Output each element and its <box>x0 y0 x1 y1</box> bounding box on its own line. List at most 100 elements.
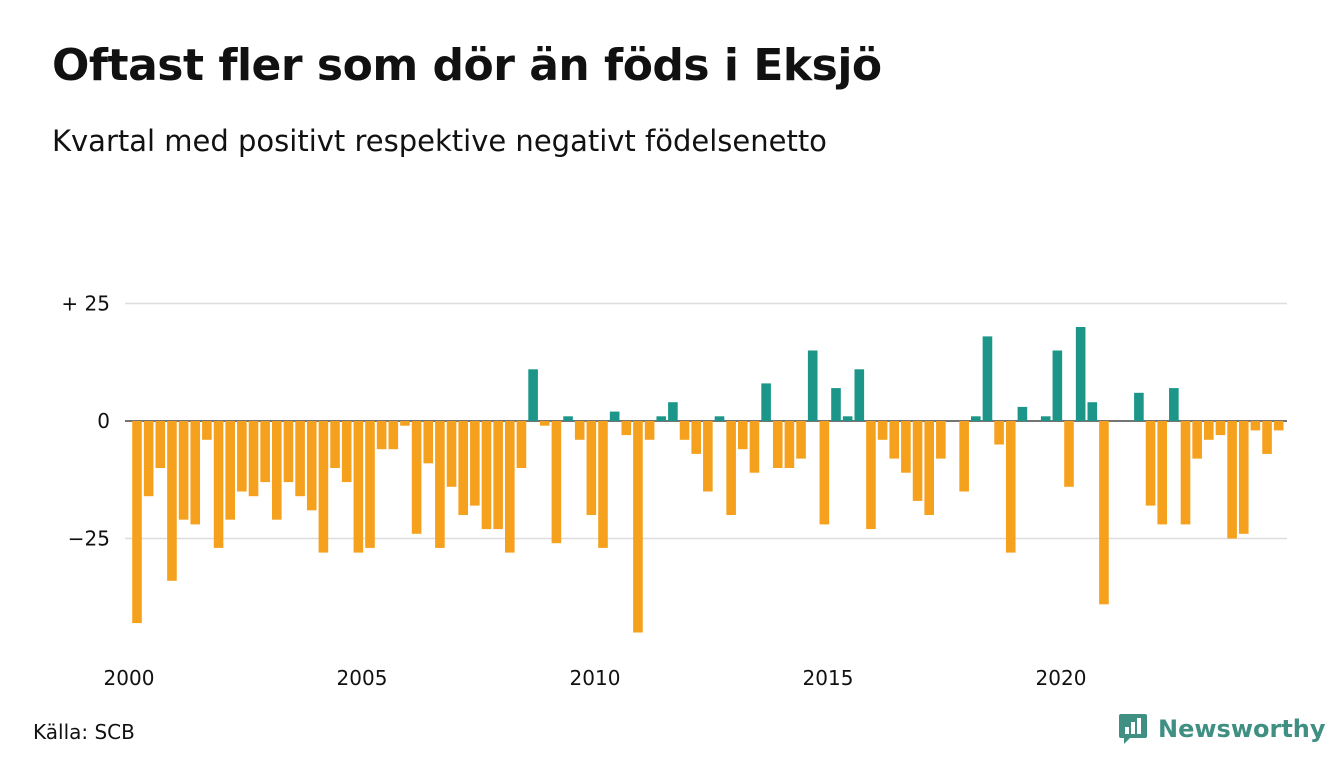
chart-title: Oftast fler som dör än föds i Eksjö <box>52 40 882 91</box>
bar <box>924 421 934 515</box>
bar <box>167 421 177 581</box>
bar <box>726 421 736 515</box>
bar <box>1134 392 1144 421</box>
bar <box>621 421 632 436</box>
bar <box>1227 421 1237 539</box>
bar <box>295 421 305 497</box>
y-tick-label: + 25 <box>61 292 110 316</box>
bar <box>1157 421 1167 525</box>
bar <box>598 421 608 548</box>
bar <box>749 421 760 473</box>
source-note: Källa: SCB <box>33 720 135 744</box>
bar <box>574 421 585 440</box>
bar <box>330 421 340 468</box>
bar <box>936 421 946 459</box>
bar <box>714 416 725 421</box>
bar <box>435 421 445 548</box>
bar <box>470 421 480 506</box>
bar <box>1075 327 1086 421</box>
bar <box>609 411 620 421</box>
bar <box>994 421 1004 445</box>
bar <box>505 421 515 553</box>
bar <box>178 421 189 520</box>
bar <box>644 421 655 440</box>
bar <box>155 421 166 468</box>
bar <box>901 421 911 473</box>
bar <box>679 421 690 440</box>
bar <box>889 421 900 459</box>
bar <box>738 421 748 450</box>
bar <box>365 421 375 548</box>
x-tick-label: 2015 <box>803 666 854 690</box>
bar <box>807 350 818 421</box>
bar <box>1192 421 1202 459</box>
y-tick-label: −25 <box>68 527 110 551</box>
bar <box>1017 406 1028 421</box>
bar-chart-speech-bubble-icon <box>1119 714 1147 744</box>
bar <box>481 421 492 530</box>
bar <box>877 421 888 440</box>
bar <box>691 421 701 454</box>
bar <box>539 421 550 426</box>
bar <box>912 421 923 501</box>
bar <box>272 421 282 520</box>
bar <box>225 421 235 520</box>
bar <box>248 421 259 497</box>
bar <box>1052 350 1063 421</box>
bar <box>388 421 399 450</box>
bar <box>353 421 364 553</box>
bar <box>446 421 457 487</box>
bar <box>1087 402 1098 421</box>
bar <box>1262 421 1272 454</box>
bar-series <box>132 327 1284 633</box>
bar <box>1064 421 1074 487</box>
bar <box>854 369 865 421</box>
bar <box>528 369 538 421</box>
bar <box>668 402 678 421</box>
bar <box>772 421 783 468</box>
bar <box>411 421 422 534</box>
bar <box>1180 421 1191 525</box>
bar <box>493 421 503 530</box>
bar <box>190 421 201 525</box>
bar <box>423 421 434 464</box>
bar <box>341 421 352 483</box>
bar <box>831 388 841 421</box>
bar <box>1238 421 1249 534</box>
bar <box>761 383 771 421</box>
bar <box>1215 421 1226 436</box>
bar <box>260 421 270 483</box>
bar <box>132 421 142 624</box>
bar <box>656 416 667 421</box>
bar <box>784 421 795 468</box>
bar <box>1005 421 1016 553</box>
bar <box>237 421 247 492</box>
bar <box>959 421 969 492</box>
bar <box>143 421 154 497</box>
bar <box>551 421 562 544</box>
bar <box>516 421 527 468</box>
bar <box>703 421 713 492</box>
bar <box>1273 421 1284 431</box>
brand-logo[interactable]: Newsworthy <box>1118 713 1326 745</box>
x-tick-label: 2000 <box>104 666 155 690</box>
x-tick-label: 2005 <box>337 666 388 690</box>
bar <box>796 421 806 459</box>
bar <box>318 421 329 553</box>
bar <box>866 421 876 530</box>
bar <box>819 421 830 525</box>
x-tick-label: 2010 <box>570 666 621 690</box>
bar <box>1169 388 1179 421</box>
bar <box>306 421 317 511</box>
bar <box>633 421 643 633</box>
chart-subtitle: Kvartal med positivt respektive negativt… <box>52 124 827 158</box>
bar <box>842 416 853 421</box>
bar <box>283 421 294 483</box>
bar <box>586 421 597 515</box>
bar <box>971 416 981 421</box>
bar <box>982 336 993 421</box>
y-tick-label: 0 <box>97 409 110 433</box>
bar <box>563 416 573 421</box>
bar <box>1145 421 1156 506</box>
bar <box>376 421 387 450</box>
